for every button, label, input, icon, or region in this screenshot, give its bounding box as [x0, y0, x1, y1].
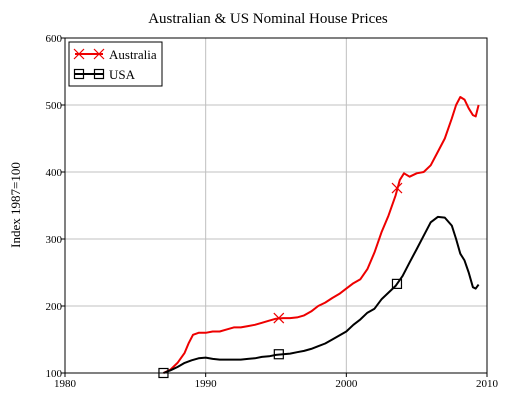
marker-stroke: [73, 48, 85, 60]
data-point-australia: [273, 312, 285, 324]
data-point-usa: [273, 349, 284, 360]
data-point-australia: [391, 182, 403, 194]
chart-title: Australian & US Nominal House Prices: [148, 11, 388, 27]
data-point-usa: [391, 278, 403, 289]
series-group: [158, 96, 480, 379]
legend-marker-usa: [93, 68, 105, 80]
grid: [64, 37, 488, 374]
y-axis-label: Index 1987=100: [8, 162, 23, 248]
legend-marker-usa: [73, 68, 85, 80]
x-tick-label: 2000: [335, 378, 358, 390]
y-tick-label: 200: [46, 301, 63, 313]
series-line-australia: [163, 96, 480, 374]
legend-marker-australia: [73, 48, 85, 60]
marker-stroke: [273, 312, 285, 324]
legend-label-usa: USA: [109, 67, 136, 82]
y-tick-label: 400: [46, 167, 63, 179]
x-tick-label: 1990: [195, 378, 218, 390]
legend: Australia USA: [68, 41, 163, 87]
legend-box: [68, 41, 163, 87]
y-tick-label: 300: [46, 234, 63, 246]
legend-marker-australia: [93, 48, 105, 60]
legend-label-australia: Australia: [109, 47, 157, 62]
plot-frame: [64, 37, 488, 374]
data-point-usa: [158, 367, 169, 379]
marker-stroke: [93, 48, 105, 60]
x-tick-label: 1980: [54, 378, 77, 390]
y-tick-label: 100: [46, 368, 63, 380]
axes: 1980 1990 2000 2010 100 200 300 400 500 600: [46, 33, 499, 390]
y-tick-label: 500: [46, 100, 63, 112]
x-tick-label: 2010: [476, 378, 499, 390]
marker-stroke: [391, 182, 403, 194]
y-tick-label: 600: [46, 33, 63, 45]
series-line-usa: [163, 215, 480, 374]
